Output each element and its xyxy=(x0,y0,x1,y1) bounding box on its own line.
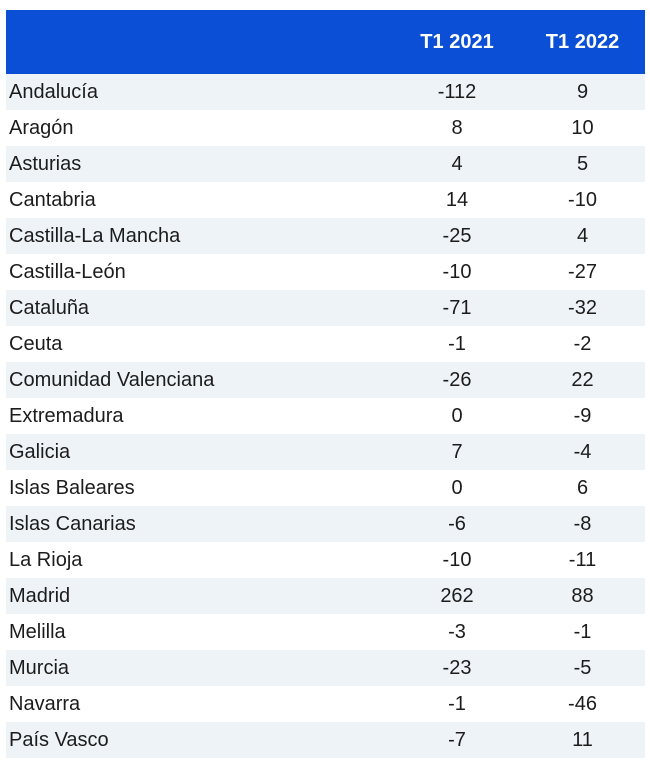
value-cell-t1-2021: 262 xyxy=(394,578,520,614)
table-row: Galicia 7 -4 xyxy=(6,434,645,470)
region-cell: Madrid xyxy=(6,578,394,614)
value-cell-t1-2021: 14 xyxy=(394,182,520,218)
value-cell-t1-2022: 5 xyxy=(520,146,645,182)
value-cell-t1-2022: 11 xyxy=(520,722,645,758)
value-cell-t1-2022: -8 xyxy=(520,506,645,542)
value-cell-t1-2021: 8 xyxy=(394,110,520,146)
region-cell: Islas Baleares xyxy=(6,470,394,506)
region-cell: Asturias xyxy=(6,146,394,182)
region-cell: País Vasco xyxy=(6,722,394,758)
table-row: Ceuta -1 -2 xyxy=(6,326,645,362)
table-row: Asturias 4 5 xyxy=(6,146,645,182)
value-cell-t1-2021: -71 xyxy=(394,290,520,326)
value-cell-t1-2021: 0 xyxy=(394,470,520,506)
header-t1-2021: T1 2021 xyxy=(394,10,520,74)
region-cell: Cantabria xyxy=(6,182,394,218)
value-cell-t1-2021: -7 xyxy=(394,722,520,758)
table-row: Islas Canarias -6 -8 xyxy=(6,506,645,542)
value-cell-t1-2021: 0 xyxy=(394,398,520,434)
value-cell-t1-2021: -6 xyxy=(394,506,520,542)
table-row: Murcia -23 -5 xyxy=(6,650,645,686)
header-t1-2022: T1 2022 xyxy=(520,10,645,74)
table-row: Aragón 8 10 xyxy=(6,110,645,146)
region-cell: Murcia xyxy=(6,650,394,686)
value-cell-t1-2022: 10 xyxy=(520,110,645,146)
region-cell: Comunidad Valenciana xyxy=(6,362,394,398)
value-cell-t1-2022: 6 xyxy=(520,470,645,506)
value-cell-t1-2021: -10 xyxy=(394,254,520,290)
value-cell-t1-2021: 4 xyxy=(394,146,520,182)
region-cell: Ceuta xyxy=(6,326,394,362)
value-cell-t1-2022: -4 xyxy=(520,434,645,470)
value-cell-t1-2021: -23 xyxy=(394,650,520,686)
value-cell-t1-2022: 22 xyxy=(520,362,645,398)
region-cell: Islas Canarias xyxy=(6,506,394,542)
region-cell: Castilla-León xyxy=(6,254,394,290)
value-cell-t1-2022: 88 xyxy=(520,578,645,614)
value-cell-t1-2022: 4 xyxy=(520,218,645,254)
data-table-container: T1 2021 T1 2022 Andalucía -112 9 Aragón 8 10 A… xyxy=(6,10,645,758)
value-cell-t1-2021: -10 xyxy=(394,542,520,578)
table-row: Andalucía -112 9 xyxy=(6,74,645,110)
region-cell: Castilla-La Mancha xyxy=(6,218,394,254)
region-cell: Andalucía xyxy=(6,74,394,110)
region-cell: Galicia xyxy=(6,434,394,470)
table-row: La Rioja -10 -11 xyxy=(6,542,645,578)
table-header: T1 2021 T1 2022 xyxy=(6,10,645,74)
table-row: Madrid 262 88 xyxy=(6,578,645,614)
table-row: Navarra -1 -46 xyxy=(6,686,645,722)
table-row: Cantabria 14 -10 xyxy=(6,182,645,218)
table-row: Melilla -3 -1 xyxy=(6,614,645,650)
value-cell-t1-2021: -1 xyxy=(394,686,520,722)
header-region xyxy=(6,10,394,74)
value-cell-t1-2021: -26 xyxy=(394,362,520,398)
value-cell-t1-2022: -5 xyxy=(520,650,645,686)
value-cell-t1-2021: -25 xyxy=(394,218,520,254)
value-cell-t1-2021: -112 xyxy=(394,74,520,110)
table-row: Cataluña -71 -32 xyxy=(6,290,645,326)
value-cell-t1-2022: -2 xyxy=(520,326,645,362)
value-cell-t1-2021: 7 xyxy=(394,434,520,470)
value-cell-t1-2022: -10 xyxy=(520,182,645,218)
value-cell-t1-2022: -32 xyxy=(520,290,645,326)
table-row: Islas Baleares 0 6 xyxy=(6,470,645,506)
value-cell-t1-2022: -46 xyxy=(520,686,645,722)
table-row: Castilla-León -10 -27 xyxy=(6,254,645,290)
region-cell: Aragón xyxy=(6,110,394,146)
value-cell-t1-2021: -1 xyxy=(394,326,520,362)
region-cell: La Rioja xyxy=(6,542,394,578)
region-cell: Extremadura xyxy=(6,398,394,434)
header-row: T1 2021 T1 2022 xyxy=(6,10,645,74)
region-cell: Melilla xyxy=(6,614,394,650)
table-row: Extremadura 0 -9 xyxy=(6,398,645,434)
value-cell-t1-2021: -3 xyxy=(394,614,520,650)
region-cell: Cataluña xyxy=(6,290,394,326)
value-cell-t1-2022: -11 xyxy=(520,542,645,578)
value-cell-t1-2022: 9 xyxy=(520,74,645,110)
region-cell: Navarra xyxy=(6,686,394,722)
table-row: País Vasco -7 11 xyxy=(6,722,645,758)
data-table: T1 2021 T1 2022 Andalucía -112 9 Aragón 8 10 A… xyxy=(6,10,645,758)
value-cell-t1-2022: -1 xyxy=(520,614,645,650)
table-body: Andalucía -112 9 Aragón 8 10 Asturias 4 5 Cantabr… xyxy=(6,74,645,758)
table-row: Castilla-La Mancha -25 4 xyxy=(6,218,645,254)
table-row: Comunidad Valenciana -26 22 xyxy=(6,362,645,398)
value-cell-t1-2022: -9 xyxy=(520,398,645,434)
value-cell-t1-2022: -27 xyxy=(520,254,645,290)
